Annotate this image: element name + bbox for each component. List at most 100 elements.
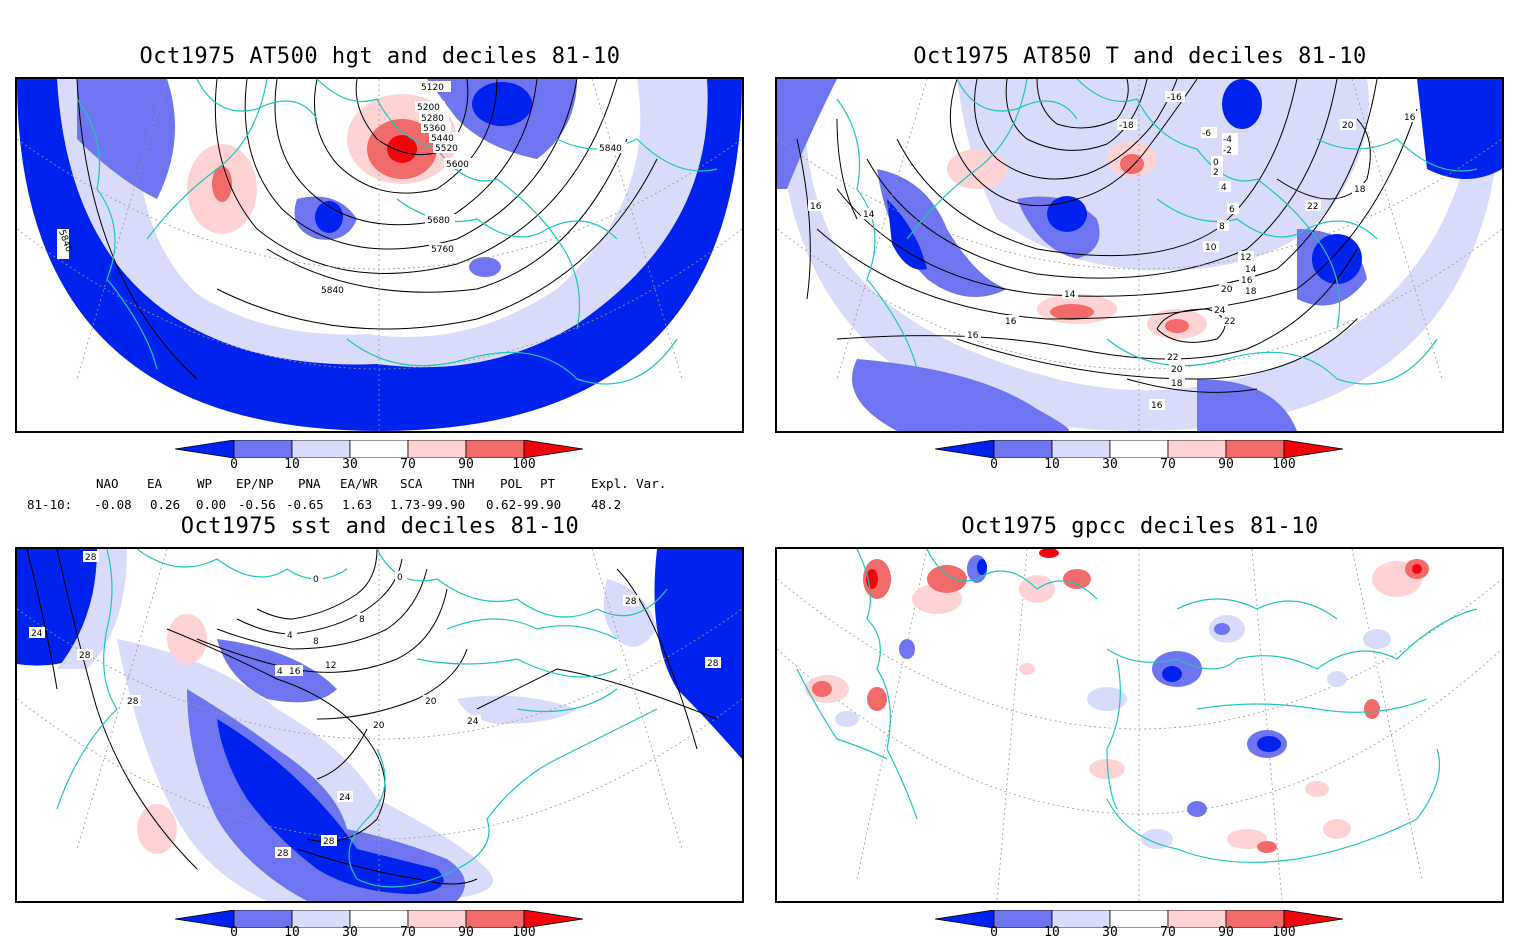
index-value-pol: 0.62	[486, 497, 517, 512]
contour-label: 28	[85, 553, 97, 563]
colorbar-segment-max	[1283, 440, 1344, 458]
colorbar-tick: 0	[230, 925, 238, 940]
colorbar-segment	[1225, 440, 1285, 458]
contour-label: 18	[1354, 185, 1366, 195]
colorbar-tick: 30	[1102, 457, 1118, 472]
decile-red-patch	[1120, 154, 1144, 174]
colorbar-bottom-right: 0 10 30 70 90 100	[935, 910, 1345, 940]
colorbar-segment-min	[935, 910, 995, 928]
contour-label: 5840	[321, 286, 344, 296]
colorbar-tick: 10	[284, 925, 300, 940]
contour-label: 22	[1224, 317, 1235, 327]
map-panel-hgt500: 5120 5200 5280 5360 5440 5520 5600 5680 …	[15, 77, 744, 433]
decile-red-patch	[212, 166, 232, 202]
contour-label: 2	[1213, 168, 1219, 178]
colorbar-segment-max	[523, 440, 584, 458]
colorbar-tick: 100	[1272, 925, 1296, 940]
colorbar-top-left: 0 10 30 70 90 100	[175, 440, 585, 476]
contour-label: 20	[1171, 365, 1183, 375]
index-row-label: 81-10:	[27, 497, 73, 512]
colorbar-segment-min	[935, 440, 995, 458]
colorbar-segment-min	[175, 910, 235, 928]
contour-label: 5360	[423, 124, 446, 134]
index-value-tnh: -99.90	[420, 497, 466, 512]
colorbar-tick: 100	[512, 925, 536, 940]
colorbar-segment	[1109, 440, 1169, 458]
index-value-wp: 0.00	[196, 497, 227, 512]
index-header: SCA	[400, 476, 423, 491]
decile-blue-region	[1417, 79, 1502, 179]
contour-label: 12	[325, 661, 336, 671]
decile-blue-patch	[1312, 234, 1362, 284]
contour-label: 18	[1245, 287, 1257, 297]
contour-label: 20	[425, 697, 437, 707]
decile-blue-patch	[315, 201, 343, 233]
index-value-eawr: 1.63	[342, 497, 373, 512]
decile-light-blue-region	[57, 549, 127, 669]
colorbar-tick: 70	[400, 925, 416, 940]
colorbar-tick: 70	[1160, 457, 1176, 472]
colorbar-top-right: 0 10 30 70 90 100	[935, 440, 1345, 476]
colorbar-tick: 100	[512, 457, 536, 472]
contour-label: 10	[1205, 243, 1217, 253]
colorbar-tick: 30	[1102, 925, 1118, 940]
colorbar-segment	[407, 440, 467, 458]
contour-label: -2	[1223, 146, 1232, 156]
decile-red-patch	[1050, 304, 1094, 320]
contour-label: 8	[1219, 222, 1225, 232]
decile-blue-left	[777, 79, 837, 189]
index-value-sca: 1.73	[390, 497, 421, 512]
colorbar-segment	[291, 440, 351, 458]
index-header: EA/WR	[340, 476, 378, 491]
colorbar-tick: 100	[1272, 457, 1296, 472]
contour-label: 5440	[431, 134, 454, 144]
colorbar-segment-max	[523, 910, 584, 928]
decile-blue-patch	[472, 82, 532, 126]
colorbar-segment-max	[1283, 910, 1344, 928]
panel-title-t850: Oct1975 AT850 T and deciles 81-10	[913, 44, 1367, 69]
colorbar-tick: 10	[284, 457, 300, 472]
contour-label: 24	[1214, 306, 1226, 316]
colorbar-segment-min	[175, 440, 235, 458]
contour-label: 28	[79, 651, 91, 661]
panel-title-hgt500: Oct1975 AT500 hgt and deciles 81-10	[139, 44, 621, 69]
decile-normal-region	[805, 79, 1477, 391]
contour-label: 0	[397, 573, 403, 583]
panel-title-gpcc: Oct1975 gpcc deciles 81-10	[961, 514, 1319, 539]
decile-blue-region	[887, 199, 927, 270]
contour-label: 20	[1221, 285, 1233, 295]
index-value-pna: -0.65	[286, 497, 324, 512]
index-value-ea: 0.26	[150, 497, 181, 512]
colorbar-bottom-left: 0 10 30 70 90 100	[175, 910, 585, 940]
index-value-epnp: -0.56	[238, 497, 276, 512]
index-header: PT	[540, 476, 556, 491]
index-header: EP/NP	[236, 476, 274, 491]
decile-light-blue-region	[469, 257, 501, 277]
colorbar-tick: 10	[1044, 457, 1060, 472]
colorbar-tick: 0	[230, 457, 238, 472]
precip-deciles-field	[805, 549, 1429, 853]
contour-label: 16	[1005, 317, 1017, 327]
contour-label: 5200	[417, 103, 440, 113]
contour-label: 5600	[446, 160, 469, 170]
decile-light-blue-region	[77, 79, 175, 199]
colorbar-tick: 90	[1218, 457, 1234, 472]
contour-label: 22	[1307, 202, 1318, 212]
decile-blue-patch	[1047, 196, 1087, 232]
contour-label: 8	[313, 637, 319, 647]
contour-label: 14	[1245, 265, 1257, 275]
colorbar-tick: 90	[1218, 925, 1234, 940]
index-header: NAO	[96, 476, 119, 491]
decile-blue-region	[217, 719, 444, 894]
contour-label: 16	[1241, 276, 1253, 286]
contour-label: 14	[863, 210, 875, 220]
index-header: TNH	[452, 476, 475, 491]
index-value-pt: -99.90	[516, 497, 562, 512]
index-header: Expl. Var.	[591, 476, 667, 491]
map-panel-gpcc	[775, 547, 1504, 903]
colorbar-tick: 10	[1044, 925, 1060, 940]
contour-label: 20	[373, 721, 385, 731]
decile-light-blue-region	[603, 579, 657, 647]
colorbar-segment	[465, 440, 525, 458]
contour-label: 24	[339, 793, 351, 803]
